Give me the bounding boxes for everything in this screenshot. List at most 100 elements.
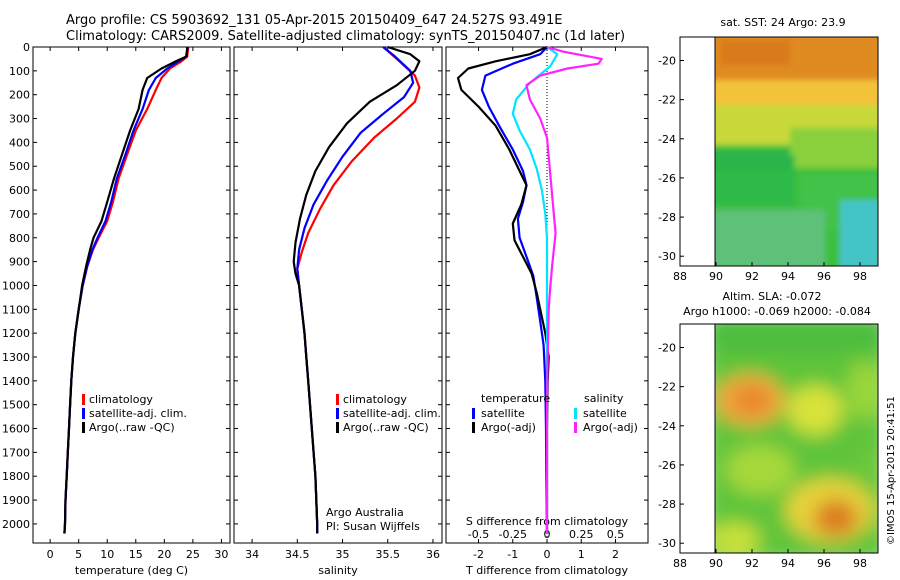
panel-temperature: 0100200300400500600700800900100011001200…	[2, 41, 231, 577]
sla-map	[679, 323, 879, 554]
legend-swatch	[574, 408, 577, 419]
y-tick-label: 1400	[2, 375, 30, 388]
plot-frame	[233, 46, 443, 544]
map-y-tick-label: -30	[658, 537, 676, 550]
map-x-tick-label: 88	[673, 557, 687, 570]
x-tick-label: 15	[129, 548, 143, 561]
x-axis-label: salinity	[318, 564, 358, 577]
annotation-argo-australia: Argo Australia	[326, 506, 404, 519]
map-x-tick-label: 94	[781, 557, 795, 570]
map-x-tick-label: 98	[853, 557, 867, 570]
legend-label: Argo(..raw -QC)	[89, 421, 175, 434]
y-tick-label: 1700	[2, 446, 30, 459]
map-x-tick-label: 92	[745, 557, 759, 570]
map-y-tick-label: -22	[658, 381, 676, 394]
y-tick-label: 2000	[2, 518, 30, 531]
sla-map-title: Altim. SLA: -0.072	[722, 290, 821, 303]
series-line-satellite	[480, 46, 549, 534]
legend-swatch	[336, 408, 339, 419]
y-tick-label: 500	[9, 160, 30, 173]
legend-swatch	[336, 394, 339, 405]
series-line-climatology	[296, 46, 421, 534]
x-axis-label: T difference from climatology	[465, 564, 628, 577]
x-tick-label: 35.5	[375, 548, 400, 561]
legend-label: Argo(-adj)	[481, 421, 536, 434]
x-tick-label: 5	[75, 548, 82, 561]
y-tick-label: 900	[9, 256, 30, 269]
legend-swatch	[472, 408, 475, 419]
x-tick-label: 1	[578, 548, 585, 561]
legend-swatch	[336, 422, 339, 433]
legend-label: Argo(..raw -QC)	[343, 421, 429, 434]
legend-swatch	[472, 422, 475, 433]
profile-panels: 0100200300400500600700800900100011001200…	[2, 41, 649, 577]
map-y-tick-label: -24	[658, 420, 676, 433]
x-tick-label: 20	[157, 548, 171, 561]
map-x-tick-label: 94	[781, 270, 795, 283]
legend-label: Argo(-adj)	[583, 421, 638, 434]
map-y-tick-label: -28	[658, 211, 676, 224]
s-tick-label: 0.25	[569, 528, 594, 541]
sst-map	[679, 36, 879, 267]
map-y-tick-label: -24	[658, 133, 676, 146]
map-x-tick-label: 98	[853, 270, 867, 283]
map-y-tick-label: -28	[658, 498, 676, 511]
series-line-Argo(-adj)	[456, 45, 550, 534]
legend-label: satellite	[583, 407, 627, 420]
series-line-Argo(..raw -QC)	[63, 46, 189, 534]
legend-header-salinity: salinity	[584, 392, 624, 405]
map-y-tick-label: -20	[658, 341, 676, 354]
y-tick-label: 100	[9, 65, 30, 78]
map-x-tick-label: 96	[817, 270, 831, 283]
x-tick-label: 35	[336, 548, 350, 561]
map-axes: 88 90 92 94 96 98 -20 -22 -24 -26 -28 -30 88 90 92 94 96…	[658, 16, 871, 570]
x-tick-label: -2	[473, 548, 484, 561]
panel-salinity: 34 34.5 35 35.5 36 salinity climatologysatelli…	[233, 45, 443, 577]
legend-swatch	[82, 408, 85, 419]
map-y-tick-label: -30	[658, 250, 676, 263]
y-tick-label: 600	[9, 184, 30, 197]
series-line-satellite-adj. clim.	[63, 46, 189, 534]
x-tick-label: 25	[186, 548, 200, 561]
x-tick-label: -1	[507, 548, 518, 561]
y-tick-label: 300	[9, 113, 30, 126]
y-tick-label: 1600	[2, 423, 30, 436]
s-tick-label: 0	[544, 528, 551, 541]
x-tick-label: 34	[245, 548, 259, 561]
map-y-tick-label: -22	[658, 94, 676, 107]
legend-swatch	[82, 394, 85, 405]
map-x-tick-label: 90	[709, 270, 723, 283]
figure-title-line-2: Climatology: CARS2009. Satellite-adjuste…	[66, 29, 626, 44]
y-tick-label: 1500	[2, 399, 30, 412]
y-tick-label: 400	[9, 136, 30, 149]
x-tick-label: 0	[544, 548, 551, 561]
legend-label: satellite-adj. clim.	[343, 407, 441, 420]
y-tick-label: 1300	[2, 351, 30, 364]
x-tick-label: 34.5	[285, 548, 310, 561]
map-x-tick-label: 92	[745, 270, 759, 283]
y-tick-label: 1200	[2, 327, 30, 340]
legend-label: climatology	[343, 393, 407, 406]
y-tick-label: 0	[23, 41, 30, 54]
y-tick-label: 800	[9, 232, 30, 245]
legend-label: satellite	[481, 407, 525, 420]
sst-map-title: sat. SST: 24 Argo: 23.9	[720, 16, 845, 29]
y-tick-label: 1000	[2, 279, 30, 292]
y-tick-label: 1900	[2, 494, 30, 507]
annotation-pi: PI: Susan Wijffels	[326, 520, 420, 533]
panel-difference: -2 -1 0 1 2-0.5 -0.25 0 0.25 0.5S difference fro…	[445, 45, 649, 577]
y-tick-label: 1800	[2, 470, 30, 483]
x-tick-label: 2	[612, 548, 619, 561]
map-x-tick-label: 96	[817, 557, 831, 570]
x-tick-label: 0	[47, 548, 54, 561]
sla-map-subtitle: Argo h1000: -0.069 h2000: -0.084	[683, 305, 871, 318]
y-tick-label: 1100	[2, 303, 30, 316]
legend-swatch	[574, 422, 577, 433]
legend-header-temperature: temperature	[481, 392, 550, 405]
y-tick-label: 200	[9, 89, 30, 102]
map-y-tick-label: -26	[658, 172, 676, 185]
map-x-tick-label: 90	[709, 557, 723, 570]
x-tick-label: 10	[100, 548, 114, 561]
map-y-tick-label: -26	[658, 459, 676, 472]
